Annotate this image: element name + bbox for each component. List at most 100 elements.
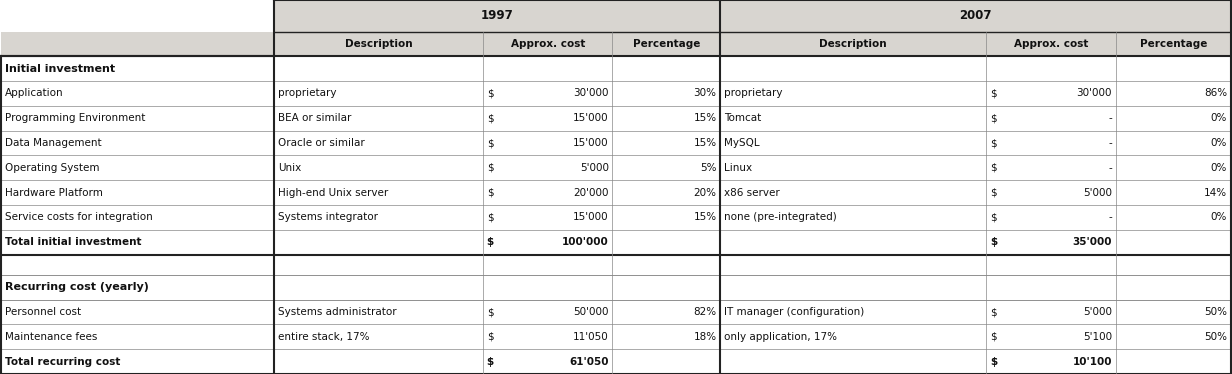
Bar	[721, 81, 987, 106]
Text: $: $	[487, 307, 493, 317]
Bar	[987, 205, 1116, 230]
Text: 86%: 86%	[1204, 89, 1227, 98]
Text: 20'000: 20'000	[573, 188, 609, 197]
Text: Systems integrator: Systems integrator	[278, 212, 378, 223]
Text: Operating System: Operating System	[5, 163, 100, 173]
Text: BEA or similar: BEA or similar	[278, 113, 351, 123]
Text: Data Management: Data Management	[5, 138, 101, 148]
Bar	[1, 300, 275, 324]
Bar	[483, 156, 612, 180]
Text: 10'100: 10'100	[1073, 356, 1112, 367]
Text: 5'000: 5'000	[1083, 307, 1112, 317]
Text: Recurring cost (yearly): Recurring cost (yearly)	[5, 282, 149, 292]
Text: $: $	[487, 212, 493, 223]
Bar	[1, 324, 275, 349]
Text: Service costs for integration: Service costs for integration	[5, 212, 153, 223]
Text: Maintenance fees: Maintenance fees	[5, 332, 97, 342]
Bar	[721, 56, 987, 81]
Bar	[1, 156, 275, 180]
Text: proprietary: proprietary	[278, 89, 336, 98]
Text: $: $	[487, 113, 493, 123]
Text: 82%: 82%	[694, 307, 717, 317]
Bar	[483, 106, 612, 131]
Bar	[721, 205, 987, 230]
Bar	[1, 106, 275, 131]
Bar	[1116, 230, 1231, 255]
Text: Programming Environment: Programming Environment	[5, 113, 145, 123]
Bar	[987, 106, 1116, 131]
Bar	[483, 300, 612, 324]
Text: $: $	[991, 89, 997, 98]
Bar	[721, 106, 987, 131]
Text: Unix: Unix	[278, 163, 302, 173]
Text: only application, 17%: only application, 17%	[724, 332, 837, 342]
Text: 0%: 0%	[1211, 113, 1227, 123]
Bar	[483, 131, 612, 156]
Text: Total recurring cost: Total recurring cost	[5, 356, 121, 367]
Bar	[1, 31, 275, 56]
Bar	[1, 205, 275, 230]
Bar	[1116, 324, 1231, 349]
Bar	[1, 255, 275, 275]
Bar	[275, 131, 483, 156]
Text: 5%: 5%	[700, 163, 717, 173]
Text: 30'000: 30'000	[573, 89, 609, 98]
Text: $: $	[991, 237, 997, 247]
Text: none (pre-integrated): none (pre-integrated)	[724, 212, 837, 223]
Bar	[1, 230, 275, 255]
Text: Description: Description	[819, 39, 887, 49]
Bar	[483, 180, 612, 205]
Bar	[987, 0, 1116, 31]
Text: $: $	[487, 138, 493, 148]
Bar	[721, 131, 987, 156]
Text: $: $	[991, 356, 997, 367]
Bar	[275, 205, 483, 230]
Text: $: $	[487, 163, 493, 173]
Bar	[987, 180, 1116, 205]
Text: -: -	[1109, 212, 1112, 223]
Bar	[275, 56, 483, 81]
Bar	[1116, 156, 1231, 180]
Text: proprietary: proprietary	[724, 89, 782, 98]
Bar	[987, 324, 1116, 349]
Bar	[1116, 349, 1231, 374]
Bar	[1116, 106, 1231, 131]
Bar	[275, 180, 483, 205]
Text: 30'000: 30'000	[1077, 89, 1112, 98]
Bar	[612, 131, 721, 156]
Text: Approx. cost: Approx. cost	[1014, 39, 1088, 49]
Text: 15'000: 15'000	[573, 138, 609, 148]
Bar	[612, 81, 721, 106]
Bar	[612, 31, 721, 56]
Text: 0%: 0%	[1211, 163, 1227, 173]
Bar	[721, 230, 987, 255]
Text: Oracle or similar: Oracle or similar	[278, 138, 365, 148]
Bar	[1, 275, 275, 300]
Bar	[483, 349, 612, 374]
Bar	[1, 349, 275, 374]
Bar	[721, 0, 987, 31]
Bar	[1116, 81, 1231, 106]
Text: Approx. cost: Approx. cost	[510, 39, 585, 49]
Bar	[612, 156, 721, 180]
Text: 61'050: 61'050	[569, 356, 609, 367]
Bar	[721, 255, 987, 275]
Text: 15%: 15%	[694, 138, 717, 148]
Bar	[275, 275, 483, 300]
Bar	[612, 324, 721, 349]
Bar	[483, 230, 612, 255]
Bar	[721, 31, 987, 56]
Bar	[1116, 131, 1231, 156]
Text: Percentage: Percentage	[1140, 39, 1207, 49]
Bar	[987, 230, 1116, 255]
Text: $: $	[991, 113, 997, 123]
Text: 11'050: 11'050	[573, 332, 609, 342]
Text: 5'000: 5'000	[580, 163, 609, 173]
Bar	[612, 205, 721, 230]
Bar	[275, 31, 483, 56]
Text: $: $	[991, 212, 997, 223]
Text: 0%: 0%	[1211, 212, 1227, 223]
Bar	[612, 230, 721, 255]
Text: 2007: 2007	[960, 9, 992, 22]
Text: 15%: 15%	[694, 212, 717, 223]
